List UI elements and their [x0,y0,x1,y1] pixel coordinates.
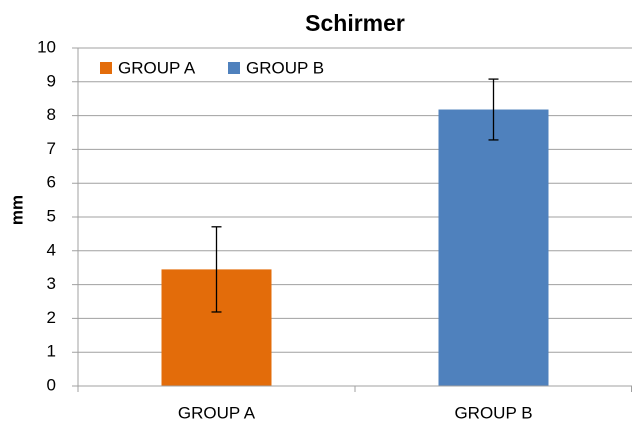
legend-label: GROUP B [246,58,324,77]
y-tick-label: 0 [47,375,56,394]
y-tick-label: 6 [47,173,56,192]
x-tick-label: GROUP B [454,403,532,422]
error-bar [211,226,222,313]
y-tick-label: 1 [47,342,56,361]
y-tick-label: 5 [47,206,56,225]
x-tick-label: GROUP A [178,403,256,422]
error-bar [488,78,499,141]
y-axis-label: mm [7,195,26,225]
y-tick-label: 3 [47,274,56,293]
legend-swatch [228,62,240,74]
y-tick-label: 7 [47,139,56,158]
chart-title: Schirmer [305,10,405,36]
legend-label: GROUP A [118,58,196,77]
y-tick-label: 4 [47,240,56,259]
y-tick-label: 2 [47,308,56,327]
y-tick-label: 9 [47,71,56,90]
legend-swatch [100,62,112,74]
y-tick-label: 8 [47,105,56,124]
y-tick-label: 10 [37,37,56,56]
bar [438,109,549,387]
